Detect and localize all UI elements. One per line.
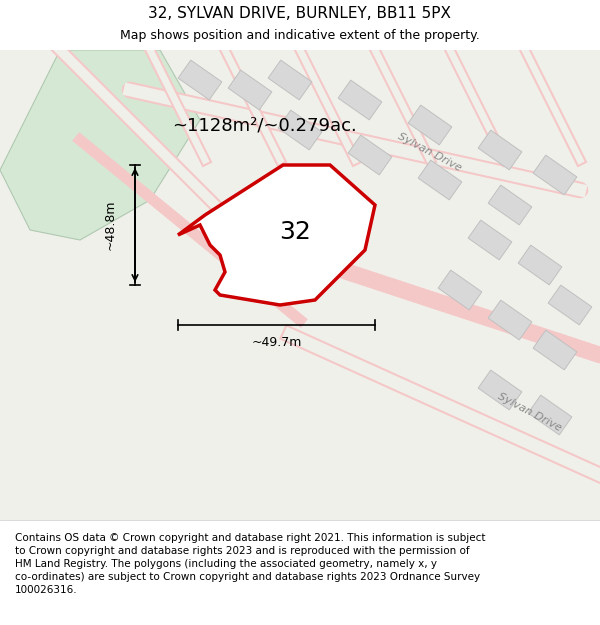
Polygon shape [178,165,375,305]
Polygon shape [178,60,222,100]
Polygon shape [338,80,382,120]
Text: 32, SYLVAN DRIVE, BURNLEY, BB11 5PX: 32, SYLVAN DRIVE, BURNLEY, BB11 5PX [149,6,452,21]
Polygon shape [348,135,392,175]
Polygon shape [468,220,512,260]
Text: Map shows position and indicative extent of the property.: Map shows position and indicative extent… [120,29,480,42]
Polygon shape [533,155,577,195]
Polygon shape [0,50,200,240]
Polygon shape [418,160,462,200]
Polygon shape [438,270,482,310]
Text: Contains OS data © Crown copyright and database right 2021. This information is : Contains OS data © Crown copyright and d… [15,532,485,596]
Polygon shape [488,185,532,225]
Polygon shape [488,300,532,340]
Text: ~1128m²/~0.279ac.: ~1128m²/~0.279ac. [173,116,358,134]
Text: ~49.7m: ~49.7m [251,336,302,349]
Polygon shape [548,285,592,325]
Text: ~48.8m: ~48.8m [104,200,116,250]
Polygon shape [228,70,272,110]
Polygon shape [528,395,572,435]
Polygon shape [408,105,452,145]
Polygon shape [478,130,522,170]
Polygon shape [518,245,562,285]
Polygon shape [278,110,322,150]
Polygon shape [533,330,577,370]
Text: Sylvan Drive: Sylvan Drive [397,131,464,173]
Text: Sylvan Drive: Sylvan Drive [496,391,563,433]
Polygon shape [268,60,312,100]
Text: 32: 32 [279,220,311,244]
Polygon shape [478,370,522,410]
